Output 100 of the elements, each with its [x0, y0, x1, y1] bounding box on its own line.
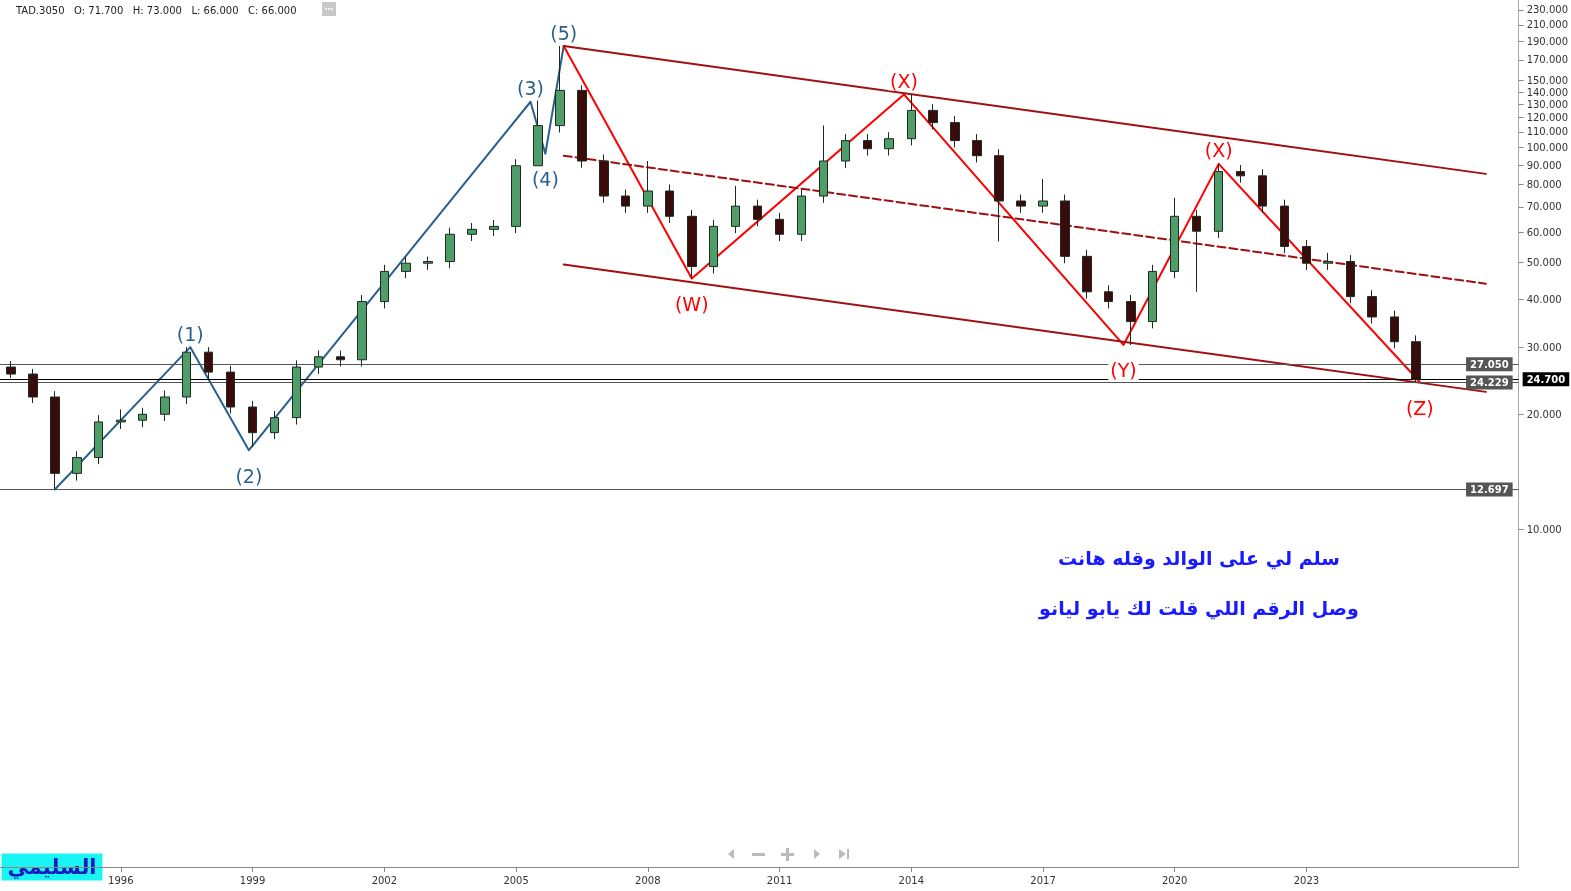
- candlestick: [1126, 294, 1136, 346]
- y-tick-label: 80.000: [1526, 179, 1562, 191]
- y-tick-label: 170.000: [1526, 54, 1569, 66]
- candlestick: [1060, 194, 1070, 264]
- candlestick: [1038, 178, 1048, 214]
- candlestick: [1082, 249, 1092, 300]
- candlestick: [533, 100, 543, 167]
- candlestick: [665, 183, 674, 224]
- candlestick: [863, 133, 872, 157]
- x-tick-label: 1996: [108, 874, 134, 886]
- candlestick: [753, 199, 762, 227]
- y-tick-label: 190.000: [1526, 35, 1569, 47]
- candlestick: [621, 189, 630, 214]
- annotation: (1): [176, 322, 204, 345]
- candlestick: [314, 349, 323, 375]
- x-tick-label: 2011: [766, 874, 793, 886]
- candlestick: [445, 227, 455, 269]
- y-tick-label: 30.000: [1526, 341, 1562, 353]
- candlestick: [138, 407, 147, 428]
- candlestick: [182, 346, 191, 405]
- candlestick: [819, 124, 828, 204]
- candlestick: [1367, 289, 1377, 325]
- candlestick: [1258, 168, 1267, 214]
- x-tick-label: 2020: [1161, 874, 1188, 886]
- candlestick: [292, 359, 301, 426]
- x-tick-label: 2008: [635, 874, 661, 886]
- y-tick-label: 40.000: [1526, 293, 1562, 305]
- candlestick: [1148, 264, 1157, 329]
- candlestick: [357, 294, 367, 367]
- x-tick-label: 2014: [898, 874, 925, 886]
- candlestick: [270, 410, 279, 440]
- line-series: [562, 45, 1421, 384]
- y-tick-label: 120.000: [1526, 112, 1569, 124]
- annotation: (Y): [1110, 359, 1137, 382]
- candlestick: [709, 219, 718, 274]
- annotation: (X): [890, 69, 918, 92]
- ref-line-label: 12.697: [1470, 484, 1509, 496]
- annotation: (2): [235, 464, 263, 487]
- annotation: السليمي: [7, 855, 97, 879]
- ref-line-label: 27.050: [1470, 358, 1509, 370]
- x-tick-label: 1999: [239, 874, 266, 886]
- candlestick: [226, 365, 235, 414]
- candlestick: [1170, 197, 1179, 279]
- candlestick: [1192, 209, 1201, 293]
- candlestick: [928, 103, 938, 130]
- candlestick: [643, 160, 653, 214]
- candlestick: [1302, 239, 1311, 271]
- y-tick-label: 140.000: [1526, 86, 1569, 98]
- candlestick: [907, 93, 916, 146]
- x-tick-label: 2005: [503, 874, 529, 886]
- candlestick: [994, 148, 1004, 242]
- candlestick: [731, 185, 740, 234]
- annotation: (3): [517, 77, 544, 100]
- candlestick: [50, 390, 60, 491]
- x-tick-label: 2023: [1293, 874, 1320, 886]
- chart-title: TAD.3050 O: 71.700 H: 73.000 L: 66.000 C: 66.000: [15, 4, 297, 16]
- y-tick-label: 100.000: [1526, 142, 1569, 154]
- candlestick: [6, 360, 16, 379]
- candlestick: [599, 154, 609, 204]
- annotation: (X): [1204, 139, 1233, 162]
- candlestick: [950, 115, 960, 148]
- y-tick-label: 90.000: [1526, 159, 1562, 171]
- annotation: وصل الرقم اللي قلت لك يابو ليانو: [1038, 597, 1359, 620]
- candlestick: [401, 256, 411, 279]
- candlestick: [1346, 254, 1355, 304]
- candlestick: [423, 256, 433, 271]
- candlestick: [489, 219, 499, 237]
- ref-line-label: 24.229: [1470, 377, 1509, 389]
- candlestick: [467, 222, 477, 242]
- candlestick: [1016, 194, 1026, 214]
- candlestick: [72, 450, 82, 482]
- annotation: (W): [674, 293, 709, 316]
- candlestick: [841, 133, 850, 169]
- y-tick-label: 20.000: [1526, 408, 1562, 420]
- y-tick-label: 130.000: [1526, 98, 1569, 110]
- candlestick: [1104, 284, 1113, 309]
- candlestick: [160, 389, 170, 422]
- candlestick: [1214, 163, 1223, 239]
- candlestick: [972, 133, 982, 163]
- annotation: (Z): [1405, 396, 1434, 419]
- candlestick: [28, 368, 38, 404]
- y-tick-label: 60.000: [1526, 226, 1562, 238]
- candlestick: [797, 189, 806, 242]
- candlestick: [775, 212, 784, 242]
- y-tick-label: 70.000: [1526, 201, 1562, 213]
- x-tick-label: 2002: [371, 874, 398, 886]
- candlestick: [687, 209, 697, 280]
- candlestick: [1236, 164, 1245, 184]
- candlestick: [884, 131, 894, 157]
- candlestick: [204, 346, 213, 380]
- candlestick: [555, 45, 565, 133]
- y-tick-label: 10.000: [1526, 523, 1562, 535]
- y-tick-label: 150.000: [1526, 75, 1569, 87]
- candlestick: [1280, 199, 1289, 254]
- y-tick-label: 50.000: [1526, 257, 1562, 269]
- candlestick: [1323, 252, 1333, 271]
- candlestick: [94, 414, 103, 465]
- annotation: سلم لي على الوالد وقله هانت: [1058, 547, 1340, 570]
- candlestick: [1411, 334, 1421, 384]
- y-tick-label: 110.000: [1526, 126, 1569, 138]
